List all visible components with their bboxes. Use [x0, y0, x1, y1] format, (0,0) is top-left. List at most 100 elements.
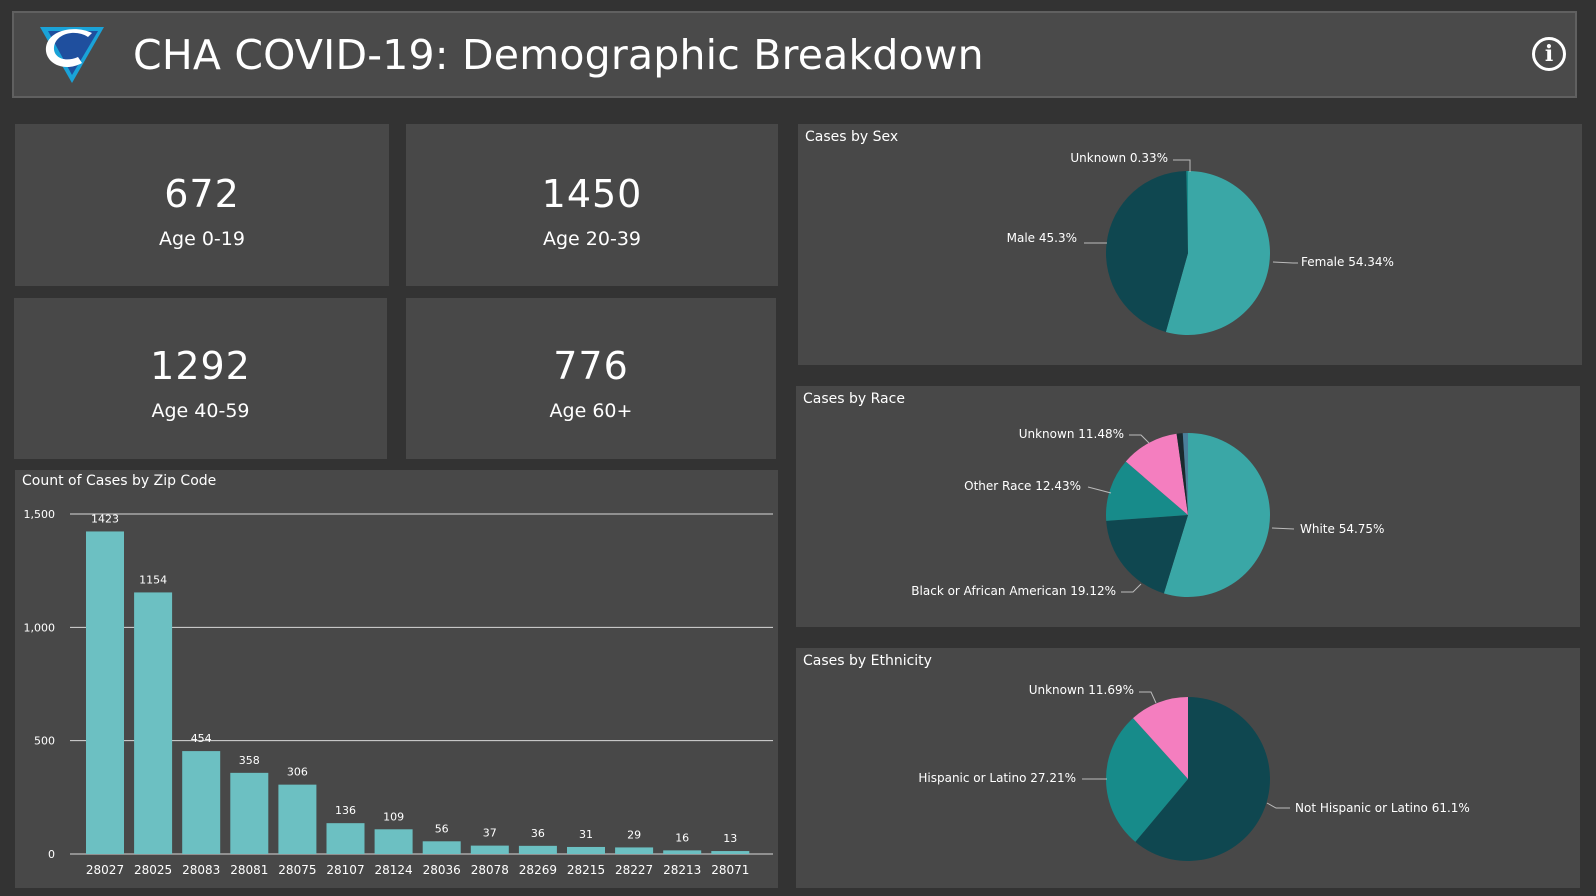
x-tick-label: 28083 — [182, 863, 220, 877]
bar-chart-title: Count of Cases by Zip Code — [22, 473, 217, 489]
bar-28081 — [230, 772, 269, 854]
bar-28025 — [134, 592, 173, 854]
x-tick-label: 28107 — [326, 863, 364, 877]
x-tick-label: 28027 — [86, 863, 124, 877]
pie-slice[interactable] — [1182, 433, 1188, 515]
x-tick-label: 28227 — [615, 863, 653, 877]
bar-data-label: 56 — [435, 822, 449, 835]
bar-data-label: 136 — [335, 804, 356, 817]
kpi-label: Age 40-59 — [151, 400, 250, 422]
pie-slice-label: Unknown 11.48% — [1019, 427, 1124, 441]
pie-slice-label: Unknown 0.33% — [1070, 151, 1168, 165]
ethnicity-pie-panel: Cases by Ethnicity Not Hispanic or Latin… — [796, 648, 1580, 888]
bar-data-label: 306 — [287, 766, 308, 779]
kpi-value: 776 — [553, 344, 629, 388]
x-tick-label: 28075 — [278, 863, 316, 877]
pie-slice-label: Female 54.34% — [1301, 255, 1394, 269]
x-tick-label: 28124 — [375, 863, 413, 877]
bar-data-label: 109 — [383, 810, 404, 823]
pie-slice[interactable] — [1106, 461, 1188, 521]
kpi-card-age-20-39: 1450 Age 20-39 — [406, 124, 778, 286]
kpi-card-age-40-59: 1292 Age 40-59 — [14, 298, 387, 459]
bar-data-label: 13 — [723, 832, 737, 845]
pie-slice[interactable] — [1135, 697, 1270, 861]
kpi-card-age-60-plus: 776 Age 60+ — [406, 298, 776, 459]
bar-chart: 0 500 1,000 1,500 1423 28027 1154 28025 454 28083… — [24, 508, 773, 877]
race-pie-title: Cases by Race — [803, 391, 905, 407]
leader-line — [1121, 583, 1142, 593]
x-tick-label: 28215 — [567, 863, 605, 877]
y-tick-label: 1,000 — [24, 621, 56, 634]
pie-slice-label: Black or African American 19.12% — [911, 584, 1116, 598]
bar-data-label: 31 — [579, 828, 593, 841]
bar-28078 — [470, 845, 509, 854]
pie-slice[interactable] — [1106, 718, 1188, 842]
bar-28227 — [615, 847, 654, 854]
pie-slice-label: White 54.75% — [1300, 522, 1384, 536]
kpi-value: 672 — [164, 172, 240, 216]
bar-data-label: 1154 — [139, 573, 167, 586]
bar-28213 — [663, 850, 702, 854]
page-title: CHA COVID-19: Demographic Breakdown — [133, 31, 984, 79]
pie-slice-label: Male 45.3% — [1007, 231, 1077, 245]
leader-line — [1271, 527, 1295, 530]
leader-line — [1272, 261, 1298, 264]
pie-slice[interactable] — [1106, 171, 1188, 332]
x-tick-label: 28025 — [134, 863, 172, 877]
bar-data-label: 37 — [483, 827, 497, 840]
pie-slice-label: Other Race 12.43% — [964, 479, 1081, 493]
pie-slice[interactable] — [1106, 515, 1188, 594]
kpi-card-age-0-19: 672 Age 0-19 — [15, 124, 389, 286]
race-pie-panel: Cases by Race White 54.75% Black or Afric… — [796, 386, 1580, 627]
bar-data-label: 358 — [239, 754, 260, 767]
y-tick-label: 0 — [48, 848, 55, 861]
kpi-label: Age 20-39 — [543, 228, 641, 250]
pie-slice[interactable] — [1163, 433, 1270, 597]
leader-line — [1139, 691, 1157, 704]
pie-slice[interactable] — [1186, 171, 1188, 253]
leader-line — [1173, 159, 1191, 172]
race-pie-chart: White 54.75% Black or African American 19… — [911, 427, 1384, 598]
sex-pie-title: Cases by Sex — [805, 129, 899, 145]
bar-data-label: 29 — [627, 828, 641, 841]
bar-data-label: 16 — [675, 831, 689, 844]
x-tick-label: 28081 — [230, 863, 268, 877]
kpi-value: 1450 — [541, 172, 643, 216]
bar-chart-panel: Count of Cases by Zip Code 0 500 1,000 1,50… — [15, 470, 778, 888]
leader-line — [1266, 802, 1290, 809]
pie-slice-label: Hispanic or Latino 27.21% — [918, 771, 1076, 785]
pie-slice-label: Not Hispanic or Latino 61.1% — [1295, 801, 1470, 815]
bar-data-label: 1423 — [91, 512, 119, 525]
bar-28075 — [278, 784, 317, 854]
bar-28215 — [567, 846, 605, 854]
bar-28269 — [518, 845, 557, 854]
bar-28036 — [422, 841, 461, 854]
pie-slice[interactable] — [1125, 433, 1188, 515]
bar-data-label: 454 — [191, 732, 212, 745]
bar-28071 — [711, 851, 750, 854]
ethnicity-pie-title: Cases by Ethnicity — [803, 653, 932, 669]
sex-pie-panel: Cases by Sex Female 54.34% Male 45.3% Unkn… — [798, 124, 1582, 365]
kpi-label: Age 60+ — [549, 400, 633, 422]
x-tick-label: 28213 — [663, 863, 701, 877]
x-tick-label: 28078 — [471, 863, 509, 877]
pie-slice-label: Unknown 11.69% — [1029, 683, 1134, 697]
bar-28107 — [326, 823, 365, 854]
pie-slice[interactable] — [1165, 171, 1270, 335]
bar-28124 — [374, 829, 413, 854]
x-tick-label: 28071 — [711, 863, 749, 877]
x-tick-label: 28036 — [423, 863, 461, 877]
leader-line — [1087, 486, 1112, 494]
x-tick-label: 28269 — [519, 863, 557, 877]
leader-line — [1129, 434, 1150, 444]
y-tick-label: 1,500 — [24, 508, 56, 521]
pie-slice[interactable] — [1133, 697, 1188, 779]
ethnicity-pie-chart: Not Hispanic or Latino 61.1% Hispanic or … — [918, 683, 1470, 861]
bar-28083 — [182, 751, 221, 854]
bar-data-label: 36 — [531, 827, 545, 840]
cha-logo — [40, 27, 104, 83]
info-icon[interactable]: i — [1532, 37, 1566, 71]
pie-slice[interactable] — [1176, 433, 1188, 515]
sex-pie-chart: Female 54.34% Male 45.3% Unknown 0.33% — [1007, 151, 1394, 335]
kpi-label: Age 0-19 — [159, 228, 245, 250]
